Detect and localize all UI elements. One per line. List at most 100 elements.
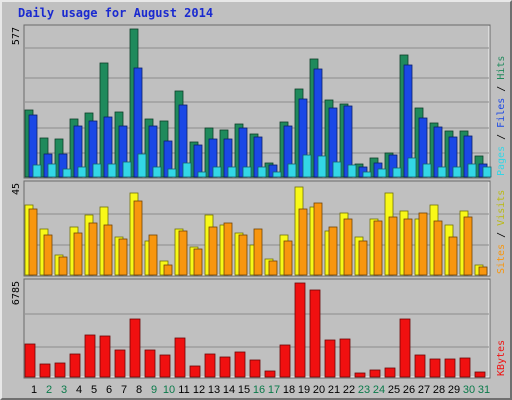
day-label: 3: [61, 384, 67, 396]
kbytes-bar-kbytes: [264, 370, 276, 378]
legend-separator: /: [496, 128, 507, 146]
visits-bar-sites: [418, 212, 428, 276]
kbytes-bar-kbytes: [399, 318, 411, 378]
visits-bar-sites: [88, 222, 98, 276]
day-label: 29: [448, 384, 460, 396]
visits-bar-sites: [43, 234, 53, 276]
legend-visits: Visits: [496, 190, 507, 226]
kbytes-bar-kbytes: [159, 354, 171, 378]
hits-bar-pages: [347, 164, 357, 178]
kbytes-bar-kbytes: [429, 358, 441, 378]
kbytes-bar-kbytes: [144, 349, 156, 378]
day-label: 25: [388, 384, 400, 396]
hits-bar-pages: [362, 171, 372, 178]
day-label: 15: [238, 384, 250, 396]
visits-bar-sites: [103, 224, 113, 276]
kbytes-bar-kbytes: [339, 338, 351, 378]
hits-bar-pages: [47, 163, 57, 178]
kbytes-bar-kbytes: [354, 372, 366, 378]
hits-bar-pages: [137, 153, 147, 178]
visits-bar-sites: [403, 218, 413, 276]
day-label: 8: [136, 384, 142, 396]
kbytes-panel: 6785 KBytes: [11, 278, 507, 379]
hits-max-label: 577: [11, 27, 22, 45]
visits-bar-sites: [358, 240, 368, 276]
kbytes-bar-kbytes: [69, 353, 81, 378]
hits-bar-pages: [272, 171, 282, 178]
kbytes-bar-kbytes: [384, 367, 396, 378]
visits-legend: Sites / Visits: [496, 190, 507, 274]
visits-bar-sites: [343, 218, 353, 276]
hits-bar-pages: [392, 167, 402, 178]
day-label: 5: [91, 384, 97, 396]
legend-hits: Hits: [496, 56, 507, 80]
hits-bar-pages: [407, 157, 417, 178]
hits-bar-pages: [32, 164, 42, 178]
day-label: 7: [121, 384, 127, 396]
hits-panel: 577 Pages / Files / Hits: [11, 24, 507, 179]
hits-bar-pages: [287, 163, 297, 178]
day-label: 28: [433, 384, 445, 396]
legend-files: Files: [496, 98, 507, 128]
hits-bar-pages: [482, 166, 492, 178]
visits-panel: 45 Sites / Visits: [11, 180, 507, 277]
kbytes-bar-kbytes: [39, 363, 51, 378]
day-label: 23: [358, 384, 370, 396]
visits-bar-sites: [478, 266, 488, 276]
hits-bar-pages: [257, 166, 267, 178]
hits-bar-pages: [92, 163, 102, 178]
day-label: 17: [268, 384, 280, 396]
legend-sites: Sites: [496, 244, 507, 274]
visits-bar-sites: [328, 226, 338, 276]
visits-bar-sites: [463, 216, 473, 276]
hits-bar-pages: [167, 168, 177, 178]
hits-bar-pages: [317, 155, 327, 178]
visits-bar-sites: [388, 216, 398, 276]
day-label: 21: [328, 384, 340, 396]
kbytes-bar-kbytes: [459, 357, 471, 378]
visits-bar-sites: [133, 200, 143, 276]
legend-separator: /: [496, 80, 507, 98]
hits-bar-pages: [422, 163, 432, 178]
day-label: 11: [178, 384, 189, 396]
kbytes-bar-kbytes: [129, 318, 141, 378]
hits-bar-pages: [452, 166, 462, 178]
visits-bar-sites: [433, 220, 443, 276]
kbytes-bar-kbytes: [189, 365, 201, 378]
hits-bar-pages: [332, 161, 342, 178]
visits-bar-sites: [118, 238, 128, 276]
visits-bar-sites: [178, 230, 188, 276]
day-label: 14: [223, 384, 235, 396]
visits-max-label: 45: [11, 183, 22, 195]
kbytes-max-label: 6785: [11, 281, 22, 305]
day-label: 6: [106, 384, 112, 396]
visits-bar-sites: [163, 264, 173, 276]
kbytes-bar-kbytes: [309, 289, 321, 378]
hits-bar-pages: [242, 166, 252, 178]
hits-bar-pages: [302, 154, 312, 178]
visits-bar-sites: [58, 256, 68, 276]
visits-bar-sites: [73, 232, 83, 276]
hits-bar-pages: [197, 171, 207, 178]
day-label: 18: [283, 384, 295, 396]
day-label: 19: [298, 384, 310, 396]
visits-bar-sites: [373, 220, 383, 276]
visits-bar-sites: [148, 234, 158, 276]
hits-bar-pages: [122, 161, 132, 178]
hits-bar-pages: [212, 166, 222, 178]
kbytes-bar-kbytes: [204, 353, 216, 378]
hits-bar-pages: [62, 168, 72, 178]
hits-bar-pages: [182, 162, 192, 178]
kbytes-bar-kbytes: [54, 362, 66, 378]
day-label: 31: [478, 384, 490, 396]
kbytes-bar-kbytes: [174, 337, 186, 378]
kbytes-bar-kbytes: [249, 359, 261, 378]
visits-bar-sites: [223, 222, 233, 276]
day-label: 12: [193, 384, 205, 396]
hits-bar-pages: [107, 163, 117, 178]
kbytes-bar-kbytes: [84, 334, 96, 378]
day-label: 9: [151, 384, 157, 396]
day-label: 10: [163, 384, 175, 396]
legend-separator: /: [496, 226, 507, 244]
visits-bar-sites: [283, 240, 293, 276]
